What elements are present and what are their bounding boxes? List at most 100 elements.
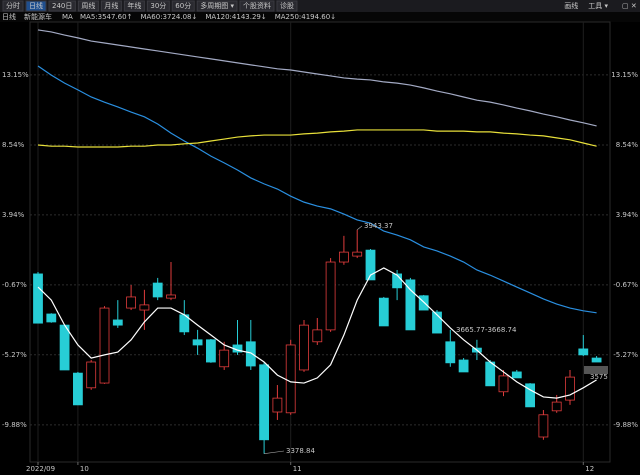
ma-line <box>37 65 597 314</box>
annotation: 3575 <box>590 373 608 381</box>
tab-bg[interactable] <box>196 0 238 12</box>
annotation-line <box>264 450 285 455</box>
tab[interactable]: 分时 <box>6 1 20 10</box>
candle-body <box>33 273 43 324</box>
y-tick-label: -5.27% <box>2 351 27 359</box>
candle-body <box>578 348 589 356</box>
candle-body <box>139 304 150 311</box>
candle-body <box>46 313 57 323</box>
x-tick-label: 11 <box>293 465 302 473</box>
candle-body <box>511 371 522 379</box>
tab[interactable]: 周线 <box>81 1 95 10</box>
tab[interactable]: 多周期图 ▾ <box>200 1 234 10</box>
tab-bg[interactable] <box>2 0 24 12</box>
candle-body <box>565 376 575 401</box>
candle-body <box>259 364 270 441</box>
tab-bg[interactable] <box>100 0 122 12</box>
tab-bg[interactable] <box>77 0 99 12</box>
candle-body <box>365 249 376 281</box>
candle-body <box>99 307 110 384</box>
legend-entry: MA250:4194.60↓ <box>275 13 336 21</box>
candle-body <box>458 359 469 373</box>
candle-body <box>325 261 336 331</box>
tab[interactable]: 240日 <box>52 2 72 10</box>
y-tick-label: -9.88% <box>613 421 638 429</box>
tab[interactable]: 诊股 <box>280 1 294 10</box>
price-marker <box>584 366 608 374</box>
y-tick-label: -5.27% <box>613 351 638 359</box>
legend-entry: MA60:3724.08↓ <box>140 13 197 21</box>
annotation: 3378.84 <box>286 447 315 455</box>
tool-button[interactable]: 工具 ▾ <box>588 2 608 10</box>
ma-line <box>37 129 597 148</box>
candle-body <box>299 324 309 371</box>
candle-body <box>285 344 296 414</box>
tab-bg[interactable] <box>171 0 195 12</box>
candle-body <box>405 279 416 331</box>
plot-frame <box>29 21 611 463</box>
tab[interactable]: 月线 <box>104 1 118 10</box>
candle-body <box>312 329 323 343</box>
y-tick-label: 3.94% <box>616 211 639 219</box>
tab-bg[interactable] <box>276 0 298 12</box>
candle-body <box>591 357 602 363</box>
x-tick-label: 2022/09 <box>26 465 55 473</box>
candle-body <box>378 297 389 327</box>
x-tick-label: 10 <box>80 465 89 473</box>
annotation-line <box>357 225 363 230</box>
ma-line <box>37 29 597 127</box>
tab-bg[interactable] <box>123 0 145 12</box>
candle-body <box>166 294 176 299</box>
tab-bg[interactable] <box>48 0 76 12</box>
candle-body <box>538 414 549 438</box>
y-tick-label: 8.54% <box>2 141 25 149</box>
y-tick-label: -0.67% <box>613 281 638 289</box>
candle-body <box>112 319 123 326</box>
candle-body <box>485 361 496 387</box>
tab[interactable]: 年线 <box>127 1 141 10</box>
tab-bg[interactable] <box>25 0 47 12</box>
candle-body <box>126 296 136 309</box>
y-tick-label: -0.67% <box>2 281 27 289</box>
x-tick-label: 12 <box>585 465 594 473</box>
tool-button[interactable]: 画线 <box>564 1 578 10</box>
header-bar <box>0 12 640 22</box>
candle-body <box>152 282 163 298</box>
candle-body <box>245 341 256 367</box>
candle-body <box>498 375 509 393</box>
tab-bg[interactable] <box>239 0 275 12</box>
candle-body <box>219 349 230 368</box>
tab[interactable]: 60分 <box>175 1 191 10</box>
candle-body <box>352 251 363 257</box>
candle-body <box>338 251 349 263</box>
y-tick-label: 8.54% <box>616 141 639 149</box>
legend-entry: MA5:3547.60↑ <box>80 13 132 21</box>
tab[interactable]: 30分 <box>150 1 166 10</box>
legend-entry: MA120:4143.29↓ <box>205 13 266 21</box>
annotation: 3943.37 <box>364 222 393 230</box>
candle-body <box>525 383 535 408</box>
ma-label: MA <box>62 13 73 21</box>
candle-body <box>73 372 83 406</box>
candle-body <box>445 341 456 364</box>
candle-body <box>551 401 562 412</box>
y-tick-label: 13.15% <box>2 71 29 79</box>
ma-line <box>37 267 597 399</box>
stock-name: 新能源车 <box>24 12 52 21</box>
y-tick-label: -9.88% <box>2 421 27 429</box>
candle-body <box>59 324 70 371</box>
y-tick-label: 13.15% <box>611 71 638 79</box>
candle-body <box>86 361 97 389</box>
candle-body <box>272 397 283 413</box>
tab[interactable]: 日线 <box>29 1 43 10</box>
candle-body <box>192 339 203 346</box>
tab-bg[interactable] <box>146 0 170 12</box>
window-buttons[interactable]: ▢ ✕ <box>622 2 637 10</box>
candle-body <box>205 339 216 363</box>
candle-body <box>432 311 442 334</box>
annotation: 3665.77-3668.74 <box>456 326 517 334</box>
tab[interactable]: 个股资料 <box>243 1 271 10</box>
y-tick-label: 3.94% <box>2 211 25 219</box>
